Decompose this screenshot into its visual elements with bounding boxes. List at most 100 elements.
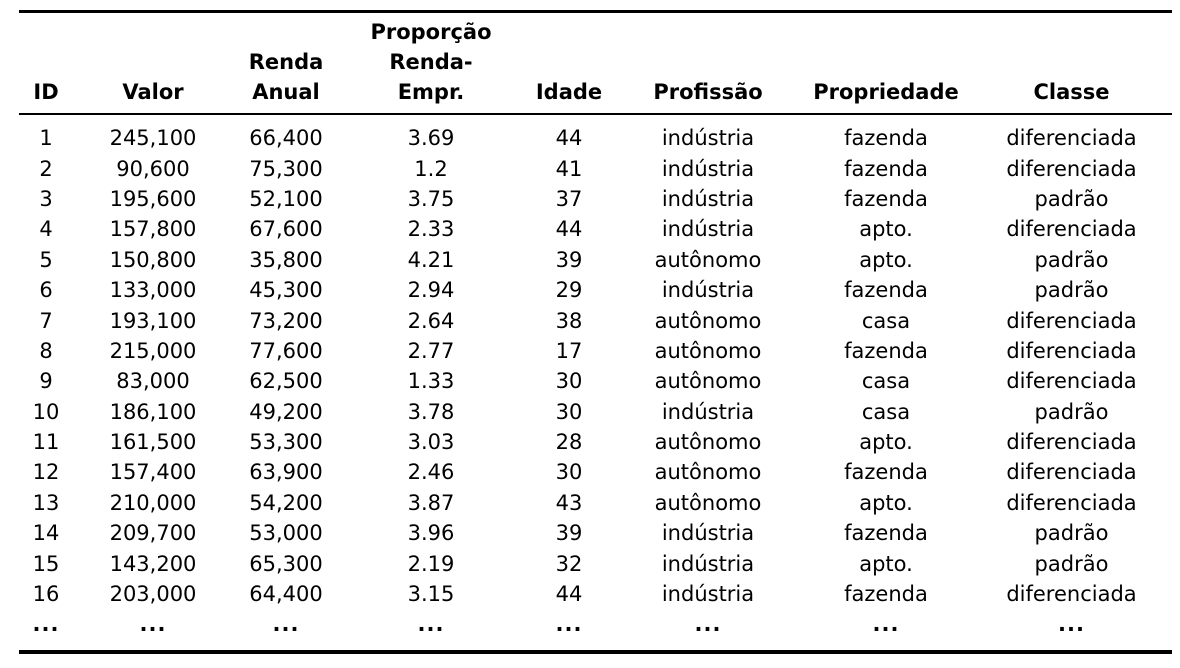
cell-id: 16 bbox=[32, 582, 60, 607]
cell-classe: ... bbox=[1058, 612, 1085, 637]
cell-profissao: indústria bbox=[661, 186, 755, 211]
cell-proporcao: 2.19 bbox=[407, 551, 455, 576]
table-row: 16 203,000 64,400 3.15 44 indústria fazenda dif… bbox=[19, 579, 1172, 609]
cell-classe: padrão bbox=[1034, 247, 1109, 272]
cell-profissao: indústria bbox=[661, 126, 755, 151]
cell-proporcao: 2.33 bbox=[407, 217, 455, 242]
cell-proporcao: 3.69 bbox=[407, 126, 455, 151]
cell-id: 4 bbox=[39, 217, 53, 242]
header-profissao: Profissão bbox=[653, 80, 763, 104]
cell-valor: 161,500 bbox=[109, 430, 197, 455]
cell-valor: 193,100 bbox=[109, 308, 197, 333]
cell-id: 12 bbox=[32, 460, 60, 485]
cell-propriedade: apto. bbox=[859, 430, 913, 455]
header-propriedade: Propriedade bbox=[813, 80, 959, 104]
cell-valor: 157,400 bbox=[109, 460, 197, 485]
cell-idade: 41 bbox=[555, 156, 583, 181]
cell-id: 3 bbox=[39, 186, 53, 211]
cell-idade: 30 bbox=[555, 460, 583, 485]
cell-renda-anual: 35,800 bbox=[249, 247, 323, 272]
cell-idade: 37 bbox=[555, 186, 583, 211]
table-row: ........................ bbox=[19, 609, 1172, 639]
cell-valor: 83,000 bbox=[116, 369, 190, 394]
cell-idade: 38 bbox=[555, 308, 583, 333]
cell-classe: diferenciada bbox=[1006, 338, 1137, 363]
cell-profissao: indústria bbox=[661, 551, 755, 576]
cell-classe: diferenciada bbox=[1006, 126, 1137, 151]
cell-idade: 30 bbox=[555, 399, 583, 424]
cell-valor: 143,200 bbox=[109, 551, 197, 576]
cell-valor: 203,000 bbox=[109, 582, 197, 607]
cell-proporcao: 3.96 bbox=[407, 521, 455, 546]
cell-valor: 157,800 bbox=[109, 217, 197, 242]
cell-propriedade: casa bbox=[861, 369, 911, 394]
cell-valor: 133,000 bbox=[109, 278, 197, 303]
cell-valor: 195,600 bbox=[109, 186, 197, 211]
cell-valor: 215,000 bbox=[109, 338, 197, 363]
cell-profissao: ... bbox=[694, 612, 722, 637]
header-proporcao: Proporção Renda- Empr. bbox=[370, 20, 492, 104]
loan-table-body: 1 245,100 66,400 3.69 44 indústria fazenda dife… bbox=[19, 115, 1172, 640]
cell-renda-anual: 75,300 bbox=[249, 156, 323, 181]
header-rule bbox=[19, 113, 1172, 115]
cell-proporcao: 3.78 bbox=[407, 399, 455, 424]
cell-classe: padrão bbox=[1034, 186, 1109, 211]
table-row: 1 245,100 66,400 3.69 44 indústria fazenda dife… bbox=[19, 115, 1172, 153]
cell-renda-anual: 63,900 bbox=[249, 460, 323, 485]
cell-propriedade: apto. bbox=[859, 247, 913, 272]
cell-idade: 39 bbox=[555, 247, 583, 272]
table-row: 6 133,000 45,300 2.94 29 indústria fazenda padr… bbox=[19, 275, 1172, 305]
table-row: 2 90,600 75,300 1.2 41 indústria fazenda difere… bbox=[19, 153, 1172, 183]
cell-idade: 43 bbox=[555, 490, 583, 515]
cell-profissao: autônomo bbox=[654, 308, 762, 333]
cell-proporcao: 3.75 bbox=[407, 186, 455, 211]
table-row: 13 210,000 54,200 3.87 43 autônomo apto. difere… bbox=[19, 488, 1172, 518]
cell-valor: 209,700 bbox=[109, 521, 197, 546]
cell-proporcao: 1.2 bbox=[414, 156, 448, 181]
cell-renda-anual: 64,400 bbox=[249, 582, 323, 607]
cell-propriedade: fazenda bbox=[844, 521, 928, 546]
cell-propriedade: fazenda bbox=[844, 582, 928, 607]
table-row: 15 143,200 65,300 2.19 32 indústria apto. padrã… bbox=[19, 548, 1172, 578]
table-row: 8 215,000 77,600 2.77 17 autônomo fazenda difer… bbox=[19, 336, 1172, 366]
data-table: ID Valor Renda Anual Proporção Renda- Em… bbox=[19, 10, 1172, 654]
cell-idade: 30 bbox=[555, 369, 583, 394]
cell-propriedade: fazenda bbox=[844, 460, 928, 485]
cell-classe: diferenciada bbox=[1006, 582, 1137, 607]
cell-profissao: indústria bbox=[661, 217, 755, 242]
cell-renda-anual: 73,200 bbox=[249, 308, 323, 333]
cell-classe: diferenciada bbox=[1006, 430, 1137, 455]
cell-propriedade: casa bbox=[861, 399, 911, 424]
cell-proporcao: 3.03 bbox=[407, 430, 455, 455]
cell-profissao: autônomo bbox=[654, 338, 762, 363]
table-row: 5 150,800 35,800 4.21 39 autônomo apto. padrão bbox=[19, 245, 1172, 275]
cell-valor: 245,100 bbox=[109, 126, 197, 151]
cell-propriedade: fazenda bbox=[844, 338, 928, 363]
cell-propriedade: apto. bbox=[859, 551, 913, 576]
cell-valor: 150,800 bbox=[109, 247, 197, 272]
cell-id: 8 bbox=[39, 338, 53, 363]
cell-proporcao: ... bbox=[417, 612, 445, 637]
cell-idade: 32 bbox=[555, 551, 583, 576]
cell-idade: 17 bbox=[555, 338, 583, 363]
cell-valor: 90,600 bbox=[116, 156, 190, 181]
cell-renda-anual: 53,300 bbox=[249, 430, 323, 455]
cell-classe: padrão bbox=[1034, 521, 1109, 546]
cell-id: 9 bbox=[39, 369, 53, 394]
top-rule bbox=[19, 10, 1172, 13]
cell-profissao: autônomo bbox=[654, 490, 762, 515]
cell-idade: ... bbox=[555, 612, 583, 637]
cell-proporcao: 3.15 bbox=[407, 582, 455, 607]
table-row: 10 186,100 49,200 3.78 30 indústria casa padrão bbox=[19, 397, 1172, 427]
table-row: 12 157,400 63,900 2.46 30 autônomo fazenda dife… bbox=[19, 457, 1172, 487]
cell-valor: ... bbox=[139, 612, 167, 637]
cell-renda-anual: ... bbox=[272, 612, 300, 637]
cell-proporcao: 2.64 bbox=[407, 308, 455, 333]
cell-proporcao: 4.21 bbox=[407, 247, 455, 272]
cell-classe: diferenciada bbox=[1006, 369, 1137, 394]
bottom-rule bbox=[19, 649, 1172, 654]
table-row: 3 195,600 52,100 3.75 37 indústria fazenda padr… bbox=[19, 184, 1172, 214]
cell-id: 7 bbox=[39, 308, 53, 333]
cell-renda-anual: 66,400 bbox=[249, 126, 323, 151]
cell-profissao: indústria bbox=[661, 278, 755, 303]
